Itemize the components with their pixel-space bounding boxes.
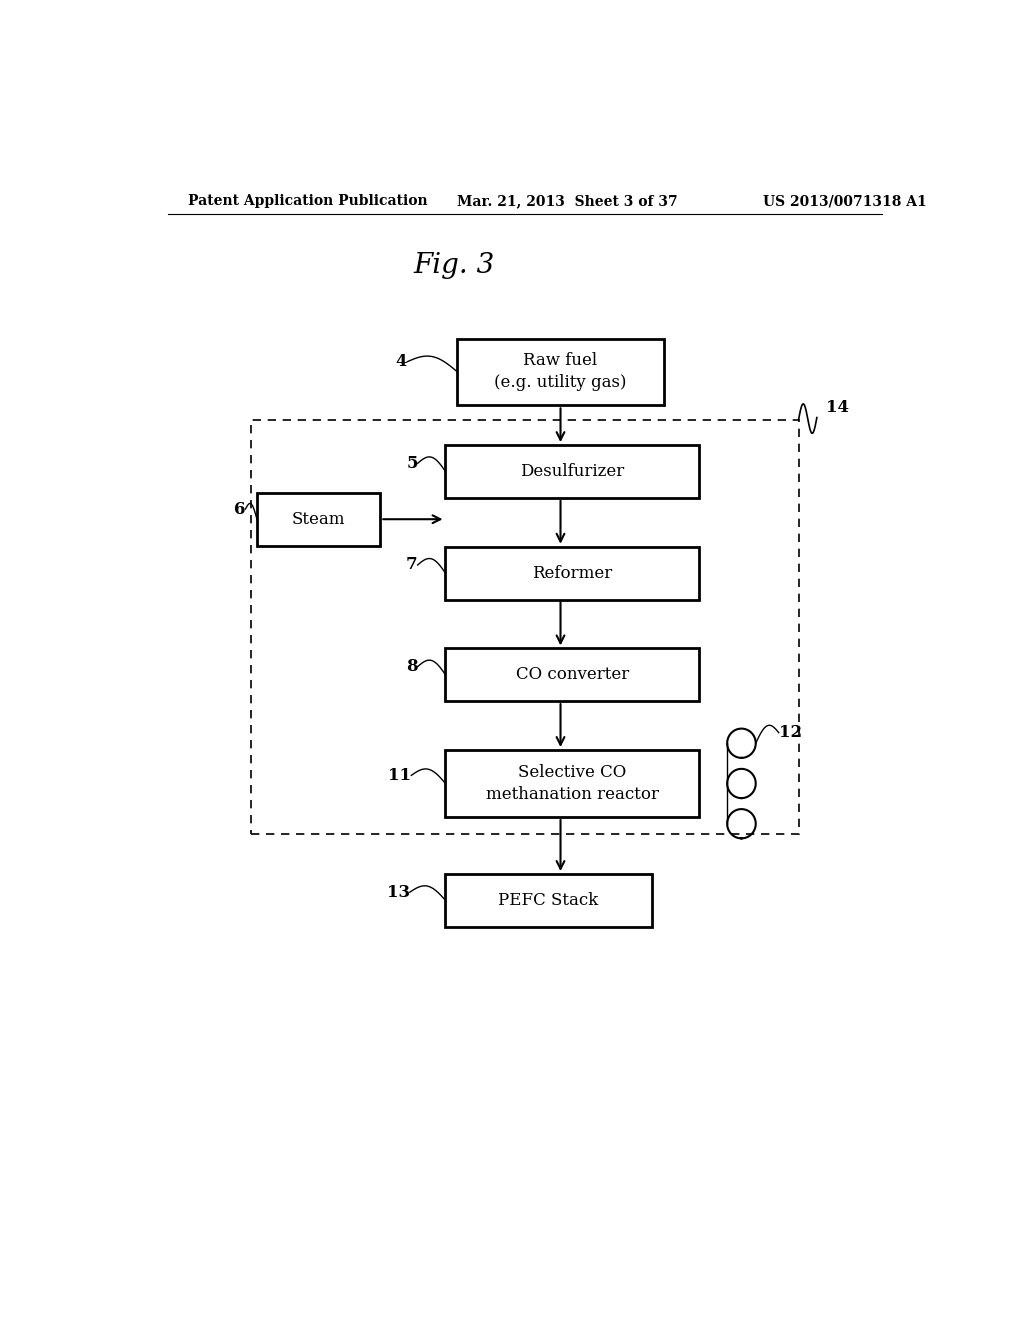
Text: Reformer: Reformer <box>532 565 612 582</box>
Text: 6: 6 <box>233 500 246 517</box>
Text: CO converter: CO converter <box>516 667 629 684</box>
Bar <box>445 751 699 817</box>
Bar <box>445 648 699 701</box>
Text: PEFC Stack: PEFC Stack <box>499 892 599 909</box>
Text: 7: 7 <box>407 557 418 573</box>
Text: 14: 14 <box>826 399 849 416</box>
Text: Patent Application Publication: Patent Application Publication <box>187 194 427 209</box>
Text: 12: 12 <box>778 725 802 741</box>
Text: Desulfurizer: Desulfurizer <box>520 463 625 480</box>
Text: Fig. 3: Fig. 3 <box>414 252 495 279</box>
Bar <box>445 445 699 498</box>
Text: 11: 11 <box>388 767 412 784</box>
Text: 8: 8 <box>407 659 418 675</box>
Text: 13: 13 <box>387 884 410 900</box>
Bar <box>458 339 664 405</box>
Bar <box>257 492 380 545</box>
Text: 4: 4 <box>396 354 408 370</box>
Text: 5: 5 <box>407 455 418 471</box>
Bar <box>445 874 652 927</box>
Text: US 2013/0071318 A1: US 2013/0071318 A1 <box>763 194 927 209</box>
Text: Mar. 21, 2013  Sheet 3 of 37: Mar. 21, 2013 Sheet 3 of 37 <box>458 194 678 209</box>
Text: Raw fuel
(e.g. utility gas): Raw fuel (e.g. utility gas) <box>495 352 627 392</box>
Text: Selective CO
methanation reactor: Selective CO methanation reactor <box>486 764 658 803</box>
Text: Steam: Steam <box>292 511 345 528</box>
Bar <box>445 546 699 599</box>
Bar <box>251 420 799 834</box>
